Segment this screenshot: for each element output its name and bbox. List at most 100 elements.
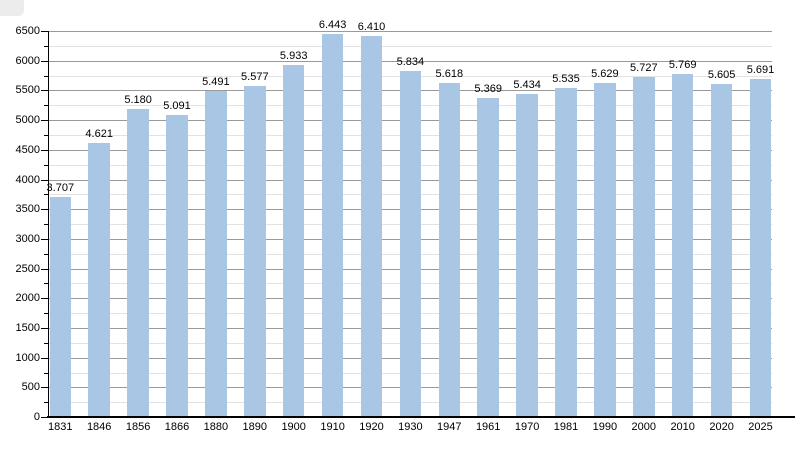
corner-artifact	[0, 0, 24, 16]
bar-value-label: 5.091	[163, 99, 191, 112]
x-tick-label: 1880	[203, 421, 229, 433]
bar-1910	[321, 34, 344, 417]
bar-value-label: 5.369	[474, 83, 502, 96]
bar-value-label: 5.691	[746, 64, 775, 76]
bar-1900	[282, 64, 305, 417]
y-tick-label: 5500	[15, 84, 40, 97]
x-tick-label: 2000	[631, 421, 657, 433]
y-axis-tick	[44, 45, 48, 47]
x-tick-label: 1990	[592, 421, 618, 433]
y-tick-label: 2500	[15, 262, 40, 275]
x-tick-label: 1970	[514, 421, 540, 433]
y-tick-label: 6500	[15, 25, 40, 37]
y-axis-tick	[41, 387, 48, 389]
x-axis-line	[47, 416, 795, 418]
x-tick-label: 1961	[475, 421, 501, 433]
y-axis-tick	[41, 179, 48, 181]
bar-1961	[477, 98, 499, 417]
y-tick-label: 1500	[15, 321, 40, 334]
bar-1831	[49, 196, 71, 417]
bar-2000	[633, 76, 655, 417]
y-axis-tick	[44, 164, 48, 166]
y-axis-tick	[44, 342, 48, 344]
x-tick-label: 2010	[670, 421, 695, 433]
x-tick-label: 1866	[164, 421, 190, 433]
x-tick-label: 1930	[398, 421, 423, 433]
y-tick-label: 4000	[15, 173, 40, 186]
bar-value-label: 5.769	[668, 59, 697, 72]
bar-value-label: 5.491	[202, 75, 230, 88]
bar-1920	[360, 36, 383, 417]
y-axis-tick	[44, 134, 48, 136]
bar-value-label: 5.629	[591, 67, 619, 80]
bar-value-label: 6.410	[357, 21, 386, 34]
x-tick-label: 1900	[281, 421, 306, 433]
y-axis-tick	[44, 105, 48, 107]
major-gridline	[49, 60, 772, 62]
y-axis-tick	[41, 60, 48, 62]
x-tick-label: 2025	[748, 421, 773, 433]
bar-value-label: 4.621	[85, 127, 113, 140]
x-tick-label: 1947	[437, 421, 462, 433]
y-axis-tick	[41, 238, 48, 240]
y-axis-tick	[41, 149, 48, 151]
bar-1880	[205, 90, 227, 417]
y-axis-tick	[44, 402, 48, 404]
y-axis-tick	[44, 283, 48, 285]
bar-2025	[749, 79, 772, 417]
bar-value-label: 3.707	[46, 181, 75, 194]
bar-1947	[438, 83, 461, 417]
x-tick-label: 1831	[48, 421, 73, 433]
bar-2020	[710, 84, 733, 417]
bar-1930	[399, 70, 422, 417]
bar-1890	[244, 85, 266, 417]
y-axis-tick	[44, 372, 48, 374]
bar-value-label: 5.727	[630, 61, 658, 74]
major-gridline	[49, 31, 772, 32]
y-axis-line	[47, 31, 49, 417]
bar-value-label: 5.535	[552, 73, 580, 86]
bar-value-label: 5.605	[707, 69, 736, 82]
bar-value-label: 5.434	[513, 79, 541, 92]
y-tick-label: 0	[33, 411, 40, 423]
bar-value-label: 5.180	[124, 94, 152, 107]
y-tick-label: 3500	[15, 203, 40, 216]
y-tick-label: 1000	[15, 351, 40, 364]
bar-1970	[516, 94, 538, 417]
y-axis-tick	[41, 298, 48, 300]
x-tick-label: 1920	[359, 421, 384, 433]
y-tick-label: 4500	[15, 143, 40, 156]
bar-value-label: 5.618	[435, 68, 464, 81]
bar-2010	[671, 74, 694, 417]
y-axis-tick	[41, 357, 48, 359]
y-tick-label: 5000	[15, 114, 40, 127]
bar-1866	[166, 114, 188, 417]
y-axis-tick	[41, 31, 48, 32]
x-tick-label: 1890	[242, 421, 268, 433]
x-tick-label: 1910	[320, 421, 345, 433]
x-tick-label: 1846	[86, 421, 112, 433]
x-tick-label: 1981	[553, 421, 579, 433]
y-tick-label: 6000	[15, 54, 40, 67]
bar-value-label: 5.933	[279, 49, 308, 62]
x-tick-label: 2020	[709, 421, 734, 433]
bar-1856	[127, 109, 149, 417]
y-tick-label: 500	[21, 381, 40, 394]
y-axis-tick	[44, 313, 48, 315]
bar-1846	[88, 142, 110, 417]
bar-value-label: 6.443	[318, 19, 347, 32]
bar-1981	[555, 88, 577, 417]
x-tick-label: 1856	[125, 421, 151, 433]
y-axis-tick	[41, 268, 48, 270]
bar-1990	[594, 82, 616, 417]
y-axis-tick	[41, 90, 48, 92]
y-axis-tick	[44, 224, 48, 225]
y-axis-tick	[41, 209, 48, 211]
y-axis-tick	[41, 417, 48, 418]
y-axis-tick	[44, 75, 48, 77]
minor-gridline	[49, 45, 772, 47]
y-tick-label: 3000	[15, 232, 40, 245]
bar-value-label: 5.834	[396, 55, 425, 68]
y-axis-tick	[44, 194, 48, 196]
